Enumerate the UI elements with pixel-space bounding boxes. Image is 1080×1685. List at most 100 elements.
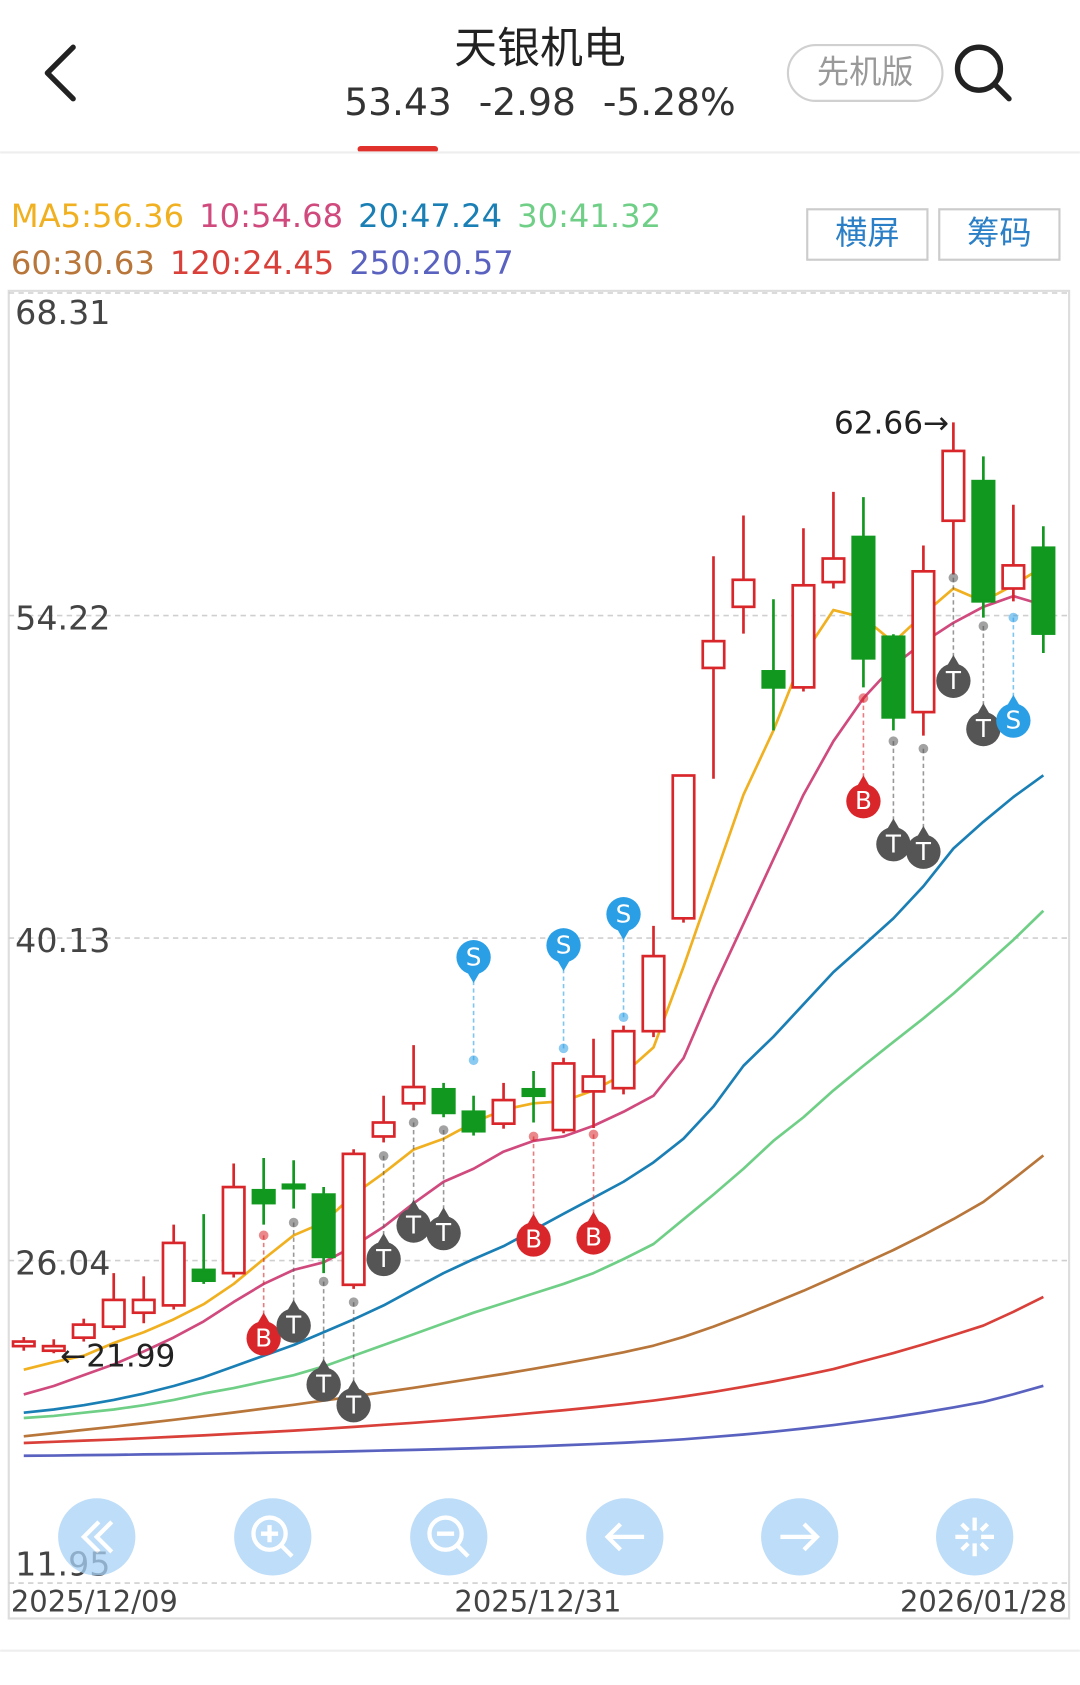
candle-body (401, 1085, 426, 1105)
controls (58, 1498, 1014, 1576)
candle-body (551, 1062, 576, 1132)
candle-body (521, 1087, 546, 1098)
signal-label: T (945, 666, 962, 695)
signal-bubble (516, 1222, 551, 1257)
signal-point (468, 1055, 479, 1066)
reset-button[interactable] (936, 1498, 1014, 1576)
icon (604, 1522, 645, 1552)
candle-body (1031, 546, 1056, 635)
signal-label: B (255, 1323, 272, 1352)
landscape-button[interactable] (806, 208, 929, 261)
signal-point (438, 1125, 449, 1135)
legend-entry: 250:20.57 (349, 244, 513, 282)
candle-body (131, 1298, 156, 1315)
candle-body (101, 1298, 126, 1329)
signal-point (888, 736, 899, 747)
signal-label: T (915, 837, 932, 866)
back-button[interactable] (44, 44, 76, 102)
mode-button[interactable] (786, 44, 944, 102)
candle-body (491, 1098, 516, 1125)
signal-label: T (405, 1211, 422, 1240)
signal-label: T (435, 1218, 452, 1247)
candle-body (191, 1268, 216, 1283)
candle-body (611, 1029, 636, 1090)
signal-bubble (846, 783, 881, 819)
x-tick-label: 2026/01/28 (900, 1584, 1067, 1618)
y-tick-label: 68.31 (15, 293, 110, 332)
ma-line (23, 1384, 1044, 1458)
candle-body (461, 1110, 486, 1133)
signal-point (978, 621, 989, 631)
candle-body (671, 774, 696, 920)
signal-bubble (876, 827, 911, 862)
x-tick-label: 2025/12/31 (454, 1584, 621, 1618)
signal-label: B (855, 786, 872, 815)
legend-entry: MA5:56.36 (11, 197, 184, 235)
candle-body (731, 578, 756, 609)
signal-label: S (1006, 706, 1022, 735)
signal-label: T (375, 1244, 392, 1273)
icon (780, 1522, 820, 1552)
candle-body (581, 1075, 606, 1093)
candle-body (911, 569, 936, 714)
candle-body (311, 1193, 336, 1259)
x-tick-label: 2025/12/09 (11, 1584, 178, 1618)
icon (955, 1517, 994, 1557)
extreme-label: ←21.99 (60, 1339, 175, 1375)
candle-body (881, 635, 906, 719)
signal-bubble (276, 1308, 311, 1343)
candle-body (371, 1121, 396, 1138)
signal-label: B (585, 1223, 602, 1252)
signal-bubble (456, 940, 491, 975)
icon (251, 1515, 288, 1552)
candle-body (41, 1344, 66, 1353)
signal-bubble (906, 834, 941, 869)
candle-body (71, 1323, 96, 1340)
legend-entry: 20:47.24 (358, 197, 502, 235)
signal-point (618, 1012, 629, 1023)
price: 53.43 (344, 80, 452, 124)
signal-label: S (556, 930, 572, 959)
zoom-in-button[interactable] (234, 1498, 312, 1576)
candle-body (701, 639, 726, 670)
mode-button-label[interactable]: 先机版 (817, 53, 914, 91)
legend-entry: 120:24.45 (170, 244, 334, 282)
candle-body (791, 583, 816, 689)
chart-frame (7, 289, 1071, 1620)
signal-label: S (616, 899, 632, 928)
signal-label: B (525, 1225, 542, 1254)
y-tick-label: 26.04 (15, 1243, 110, 1282)
chips-button-label[interactable]: 筹码 (967, 214, 1031, 252)
signal-label: S (466, 942, 482, 971)
landscape-button-label[interactable]: 横屏 (835, 214, 899, 252)
signal-label: T (285, 1311, 302, 1340)
signal-point (258, 1230, 269, 1241)
search-icon[interactable] (954, 44, 1004, 93)
signal-bubble (396, 1208, 431, 1243)
stock-title: 天银机电 (454, 24, 626, 74)
signal-bubble (936, 663, 971, 698)
candle-body (971, 479, 996, 603)
icon (80, 1520, 114, 1554)
signal-bubble (426, 1215, 461, 1251)
signal-point (318, 1276, 329, 1287)
extreme-label: 62.66→ (834, 405, 949, 441)
chips-button[interactable] (938, 208, 1061, 261)
tab-indicator (357, 145, 439, 153)
search-icon-handle (992, 82, 1012, 102)
candle-body (641, 954, 666, 1033)
candle-body (761, 670, 786, 689)
ma-line (23, 909, 1045, 1420)
signal-point (588, 1129, 599, 1140)
legend-entry: 10:54.68 (199, 197, 343, 235)
signal-bubble (606, 897, 641, 932)
signal-bubble (306, 1367, 341, 1402)
signal-bubble (996, 703, 1031, 738)
zoom-out-button[interactable] (410, 1498, 488, 1576)
candle-body (851, 535, 876, 660)
candle-body (341, 1152, 366, 1287)
signal-point (858, 693, 869, 703)
signal-bubble (546, 928, 581, 963)
